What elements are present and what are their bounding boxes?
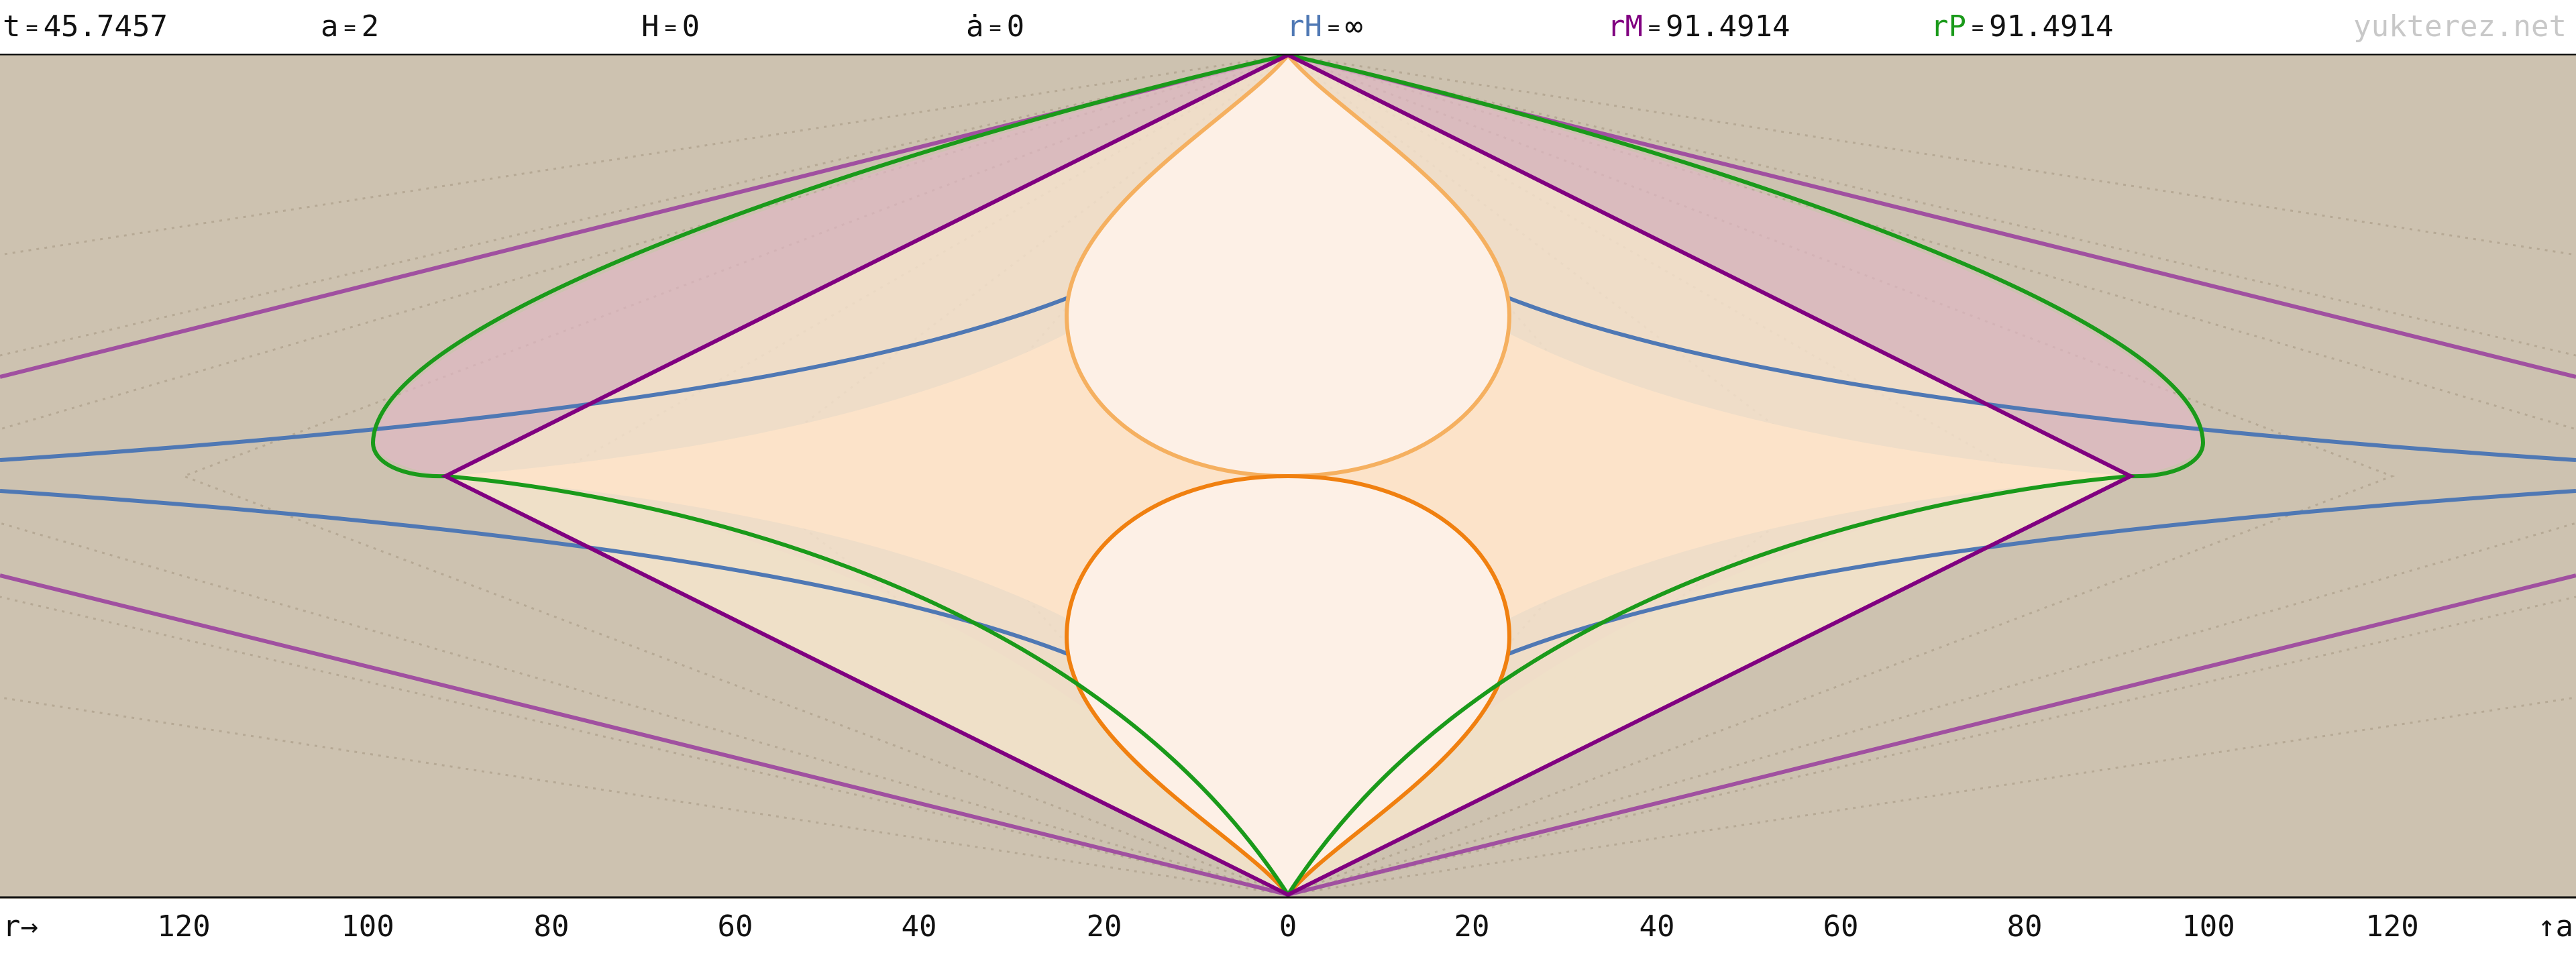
header-bar: t = 45.7457 a = 2 H = 0 ȧ = 0 rH = ∞ rM = 91.4914 rP…	[0, 0, 2576, 54]
particle-horizon-lower-right	[1286, 474, 2131, 896]
event-horizon-readout: rM = 91.4914	[1607, 9, 1790, 44]
cone-line	[1287, 573, 2576, 897]
particle-horizon-curves	[370, 54, 2206, 896]
hubble-radius-value: ∞	[1345, 9, 1363, 44]
tick-label: 60	[1823, 909, 1859, 944]
particle-horizon-upper-left	[370, 54, 1289, 479]
time-value: 45.7457	[43, 9, 168, 44]
cone-line	[0, 573, 1289, 897]
tick-label: 120	[2365, 909, 2419, 944]
hubble-parameter-value: 0	[682, 9, 700, 44]
tick-label: 0	[1279, 909, 1297, 944]
particle-horizon-upper-right	[1287, 54, 2206, 479]
hubble-radius-label: rH	[1287, 9, 1322, 44]
event-horizon-value: 91.4914	[1666, 9, 1790, 44]
pink-region-left	[373, 55, 1288, 476]
a-axis-label: ↑a	[2538, 909, 2573, 944]
tick-label: 20	[1454, 909, 1490, 944]
tick-label: 100	[341, 909, 394, 944]
tick-label: 60	[717, 909, 753, 944]
scale-factor-readout: a = 2	[321, 9, 380, 44]
tick-label: 80	[533, 909, 570, 944]
event-horizon-diamond	[441, 54, 2135, 897]
particle-horizon-value: 91.4914	[1989, 9, 2114, 44]
particle-horizon-label: rP	[1931, 9, 1966, 44]
tick-label: 80	[2006, 909, 2043, 944]
event-horizon-label: rM	[1607, 9, 1643, 44]
spacetime-diagram	[0, 54, 2576, 899]
adot-readout: ȧ = 0	[966, 9, 1025, 44]
r-axis: r→ 120 100 80 60 40 20 0 20 40 60 80 100…	[0, 899, 2576, 955]
hubble-parameter-readout: H = 0	[641, 9, 700, 44]
adot-value: 0	[1006, 9, 1025, 44]
watermark: yukterez.net	[2353, 9, 2567, 44]
pink-region-right	[1288, 55, 2203, 476]
particle-horizon-lower-left	[445, 474, 1290, 896]
scale-factor-value: 2	[361, 9, 380, 44]
time-readout: t = 45.7457	[3, 9, 168, 44]
tick-label: 40	[901, 909, 937, 944]
particle-horizon-readout: rP = 91.4914	[1931, 9, 2114, 44]
lower-future-light-cone	[1064, 473, 1512, 898]
r-axis-label: r→	[3, 909, 38, 944]
tick-label: 100	[2182, 909, 2235, 944]
grid-line	[0, 54, 2576, 431]
tick-label: 120	[157, 909, 211, 944]
tick-label: 20	[1086, 909, 1122, 944]
tick-label: 40	[1639, 909, 1675, 944]
shaded-regions-upper	[373, 55, 2203, 476]
hubble-radius-readout: rH = ∞	[1287, 9, 1363, 44]
grid-line	[0, 522, 2576, 896]
